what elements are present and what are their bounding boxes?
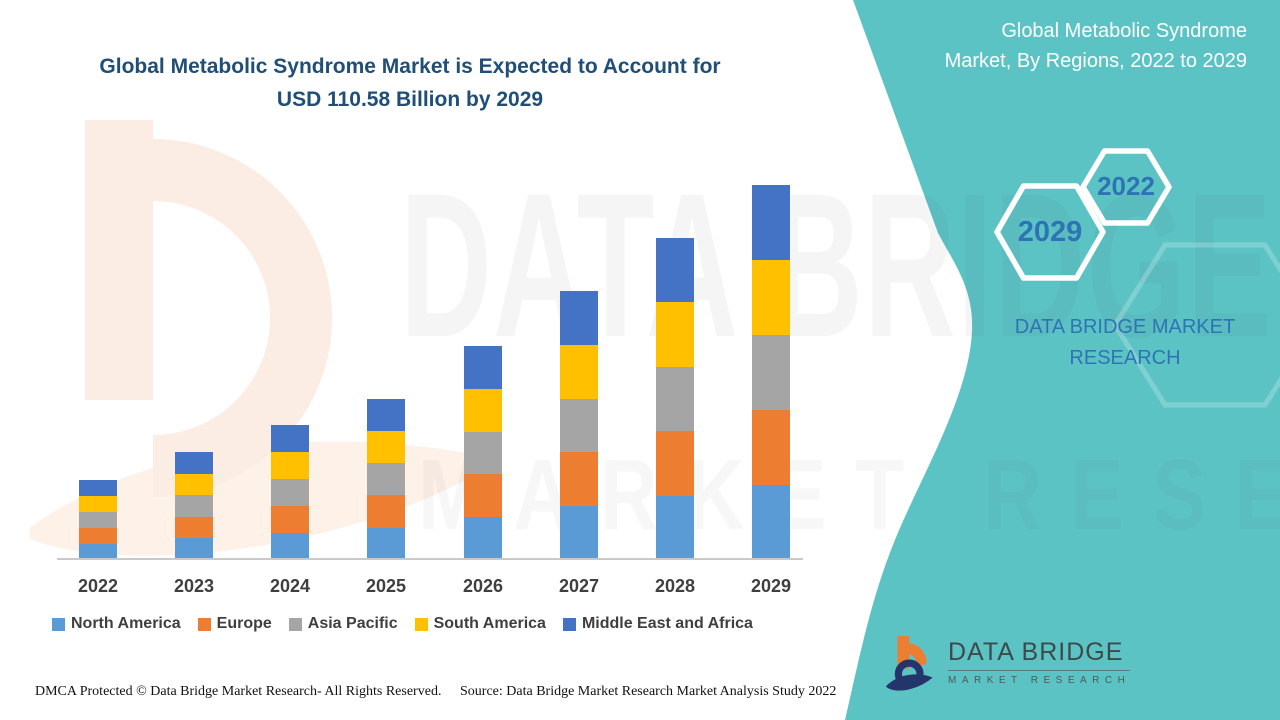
x-axis-label-2023: 2023 bbox=[173, 576, 215, 596]
legend-label: Europe bbox=[216, 615, 272, 632]
bar-segment-2023-asia-pacific bbox=[175, 495, 213, 517]
bar-segment-2025-asia-pacific bbox=[367, 463, 405, 496]
bar-segment-2023-north-america bbox=[175, 538, 213, 560]
bar-2029 bbox=[752, 185, 790, 560]
x-axis-line bbox=[57, 558, 803, 560]
bar-segment-2028-south-america bbox=[656, 302, 694, 367]
bar-segment-2026-europe bbox=[464, 474, 502, 518]
hexagon-year-2029: 2029 bbox=[1017, 216, 1083, 248]
bar-segment-2029-north-america bbox=[752, 485, 790, 560]
legend-label: South America bbox=[433, 615, 546, 632]
legend-swatch-icon bbox=[288, 617, 302, 631]
x-axis-labels: 2022 2023 2024 2025 2026 2027 2028 2029 bbox=[0, 576, 850, 600]
side-panel-brand-text: DATA BRIDGE MARKET RESEARCH bbox=[1014, 316, 1236, 369]
footer-source-text: Source: Data Bridge Market Research Mark… bbox=[460, 684, 837, 699]
legend-swatch-icon bbox=[52, 617, 65, 631]
legend-swatch-icon bbox=[414, 617, 428, 631]
bar-segment-2022-south-america bbox=[79, 496, 117, 512]
bar-segment-2027-south-america bbox=[560, 344, 598, 399]
bar-2023 bbox=[175, 452, 213, 560]
bar-segment-2025-south-america bbox=[367, 430, 405, 464]
bar-segment-2022-asia-pacific bbox=[79, 512, 117, 528]
logo-text: DATA BRIDGE MARKET RESEARCH bbox=[948, 632, 1131, 686]
bar-segment-2029-asia-pacific bbox=[752, 335, 790, 410]
legend-item-south-america: South America bbox=[414, 615, 546, 633]
x-axis-label-2026: 2026 bbox=[462, 576, 504, 596]
plot-area bbox=[0, 160, 850, 560]
bar-segment-2026-asia-pacific bbox=[464, 431, 502, 475]
bar-segment-2027-asia-pacific bbox=[560, 398, 598, 453]
hexagons-icon bbox=[994, 148, 1280, 408]
watermark-data-bridge: DATA BRIDGE bbox=[400, 151, 1273, 380]
bar-segment-2026-south-america bbox=[464, 388, 502, 432]
chart-title: Global Metabolic Syndrome Market is Expe… bbox=[30, 50, 790, 116]
x-axis-label-2028: 2028 bbox=[654, 576, 696, 596]
bar-segment-2027-europe bbox=[560, 452, 598, 507]
bar-segment-2025-north-america bbox=[367, 527, 405, 560]
x-axis-label-2025: 2025 bbox=[365, 576, 407, 596]
bar-segment-2029-europe bbox=[752, 410, 790, 485]
chart-title-line2: USD 110.58 Billion by 2029 bbox=[276, 88, 544, 111]
x-axis-label-2027: 2027 bbox=[558, 576, 600, 596]
legend-label: North America bbox=[71, 615, 181, 632]
bar-segment-2023-south-america bbox=[175, 473, 213, 496]
bar-segment-2024-south-america bbox=[271, 452, 309, 479]
bar-segment-2029-south-america bbox=[752, 260, 790, 335]
bar-segment-2025-middle-east-and-africa bbox=[367, 398, 405, 431]
hexagon-year-2022: 2022 bbox=[1097, 171, 1155, 201]
bar-segment-2026-middle-east-and-africa bbox=[464, 346, 502, 389]
bar-2024 bbox=[271, 425, 309, 560]
bar-segment-2027-north-america bbox=[560, 506, 598, 560]
legend: North America Europe Asia Pacific South Ame… bbox=[52, 615, 753, 633]
bar-segment-2028-middle-east-and-africa bbox=[656, 237, 694, 302]
bar-segment-2022-middle-east-and-africa bbox=[79, 480, 117, 496]
bar-segment-2025-europe bbox=[367, 495, 405, 528]
legend-swatch-icon bbox=[562, 617, 576, 631]
side-panel-heading: Global Metabolic Syndrome Market, By Reg… bbox=[944, 20, 1247, 72]
bar-2028 bbox=[656, 237, 694, 560]
bar-segment-2024-middle-east-and-africa bbox=[271, 425, 309, 452]
bar-segment-2028-europe bbox=[656, 431, 694, 496]
bar-segment-2023-middle-east-and-africa bbox=[175, 452, 213, 474]
legend-item-middle-east-and-africa: Middle East and Africa bbox=[562, 615, 753, 633]
x-axis-label-2022: 2022 bbox=[77, 576, 119, 596]
bar-segment-2024-north-america bbox=[271, 533, 309, 560]
bar-segment-2024-europe bbox=[271, 506, 309, 533]
chart-title-line1: Global Metabolic Syndrome Market is Expe… bbox=[99, 55, 721, 78]
legend-item-asia-pacific: Asia Pacific bbox=[288, 615, 398, 633]
bar-segment-2028-north-america bbox=[656, 495, 694, 560]
data-bridge-logo: DATA BRIDGE MARKET RESEARCH bbox=[884, 632, 1131, 696]
legend-item-europe: Europe bbox=[197, 615, 272, 633]
bar-2022 bbox=[79, 480, 117, 560]
bar-segment-2022-europe bbox=[79, 528, 117, 544]
bar-segment-2026-north-america bbox=[464, 517, 502, 560]
bar-segment-2029-middle-east-and-africa bbox=[752, 185, 790, 260]
x-axis-label-2024: 2024 bbox=[269, 576, 311, 596]
bar-segment-2027-middle-east-and-africa bbox=[560, 291, 598, 345]
logo-subtitle: MARKET RESEARCH bbox=[948, 675, 1131, 686]
data-bridge-b-icon bbox=[885, 636, 933, 691]
bar-segment-2023-europe bbox=[175, 516, 213, 539]
logo-name: DATA BRIDGE bbox=[948, 638, 1131, 671]
legend-label: Middle East and Africa bbox=[581, 615, 753, 632]
x-axis-label-2029: 2029 bbox=[750, 576, 792, 596]
legend-label: Asia Pacific bbox=[307, 615, 398, 632]
bar-2027 bbox=[560, 291, 598, 560]
legend-swatch-icon bbox=[197, 617, 211, 631]
bar-2026 bbox=[464, 346, 502, 560]
bar-segment-2028-asia-pacific bbox=[656, 366, 694, 431]
bar-2025 bbox=[367, 398, 405, 560]
bar-segment-2022-north-america bbox=[79, 544, 117, 560]
bar-segment-2024-asia-pacific bbox=[271, 479, 309, 506]
legend-item-north-america: North America bbox=[52, 615, 181, 633]
footer-dmca-text: DMCA Protected © Data Bridge Market Rese… bbox=[35, 684, 442, 699]
